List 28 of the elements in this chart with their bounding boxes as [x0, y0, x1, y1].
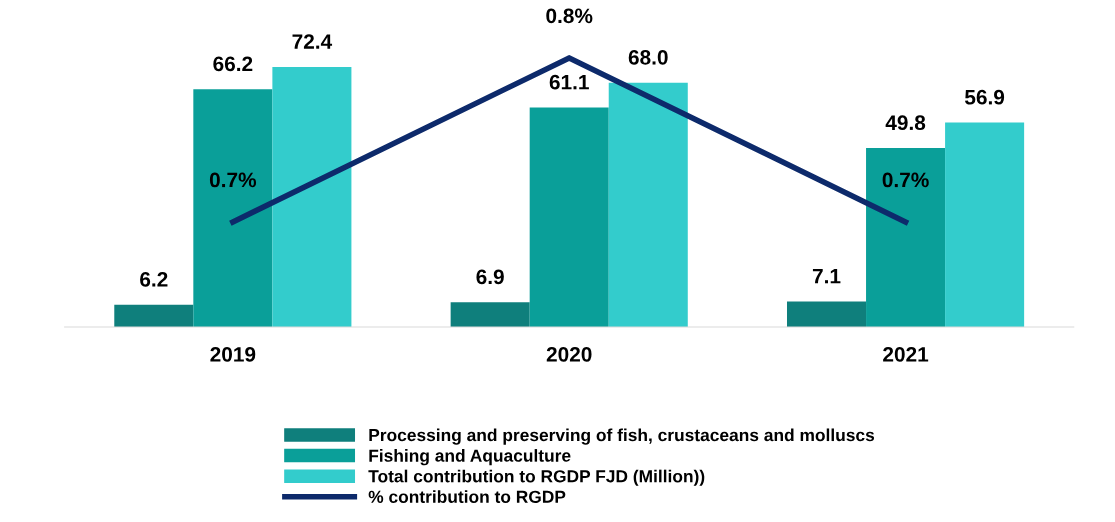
x-tick-label: 2019 — [210, 346, 256, 362]
data-label: 7.1 — [812, 268, 841, 284]
data-label: 61.1 — [549, 74, 589, 90]
bar — [529, 107, 609, 327]
data-label: 0.7% — [209, 172, 257, 188]
data-label: 66.2 — [213, 56, 253, 72]
bar — [114, 304, 194, 327]
data-label: 6.2 — [140, 271, 168, 287]
bar — [787, 301, 867, 327]
x-tick-label: 2020 — [546, 346, 592, 362]
data-label: 6.9 — [476, 269, 504, 285]
data-label: 68.0 — [628, 49, 668, 65]
bar — [272, 66, 352, 327]
bar — [608, 82, 688, 327]
legend-label: % contribution to RGDP — [368, 490, 566, 503]
legend-label: Fishing and Aquaculture — [369, 449, 571, 466]
data-label: 0.7% — [882, 172, 929, 188]
x-tick-label: 2021 — [883, 346, 929, 362]
bar — [450, 302, 530, 327]
bar — [866, 148, 946, 327]
data-label: 0.8% — [546, 8, 593, 24]
legend-label: Total contribution to RGDP FJD (Million)) — [368, 469, 705, 486]
data-label: 72.4 — [292, 34, 333, 49]
data-label: 56.9 — [964, 89, 1005, 105]
bar — [945, 122, 1025, 327]
bar — [193, 89, 273, 327]
data-label: 49.8 — [885, 115, 926, 131]
legend-label: Processing and preserving of fish, crustaceans and molluscs — [369, 428, 875, 445]
